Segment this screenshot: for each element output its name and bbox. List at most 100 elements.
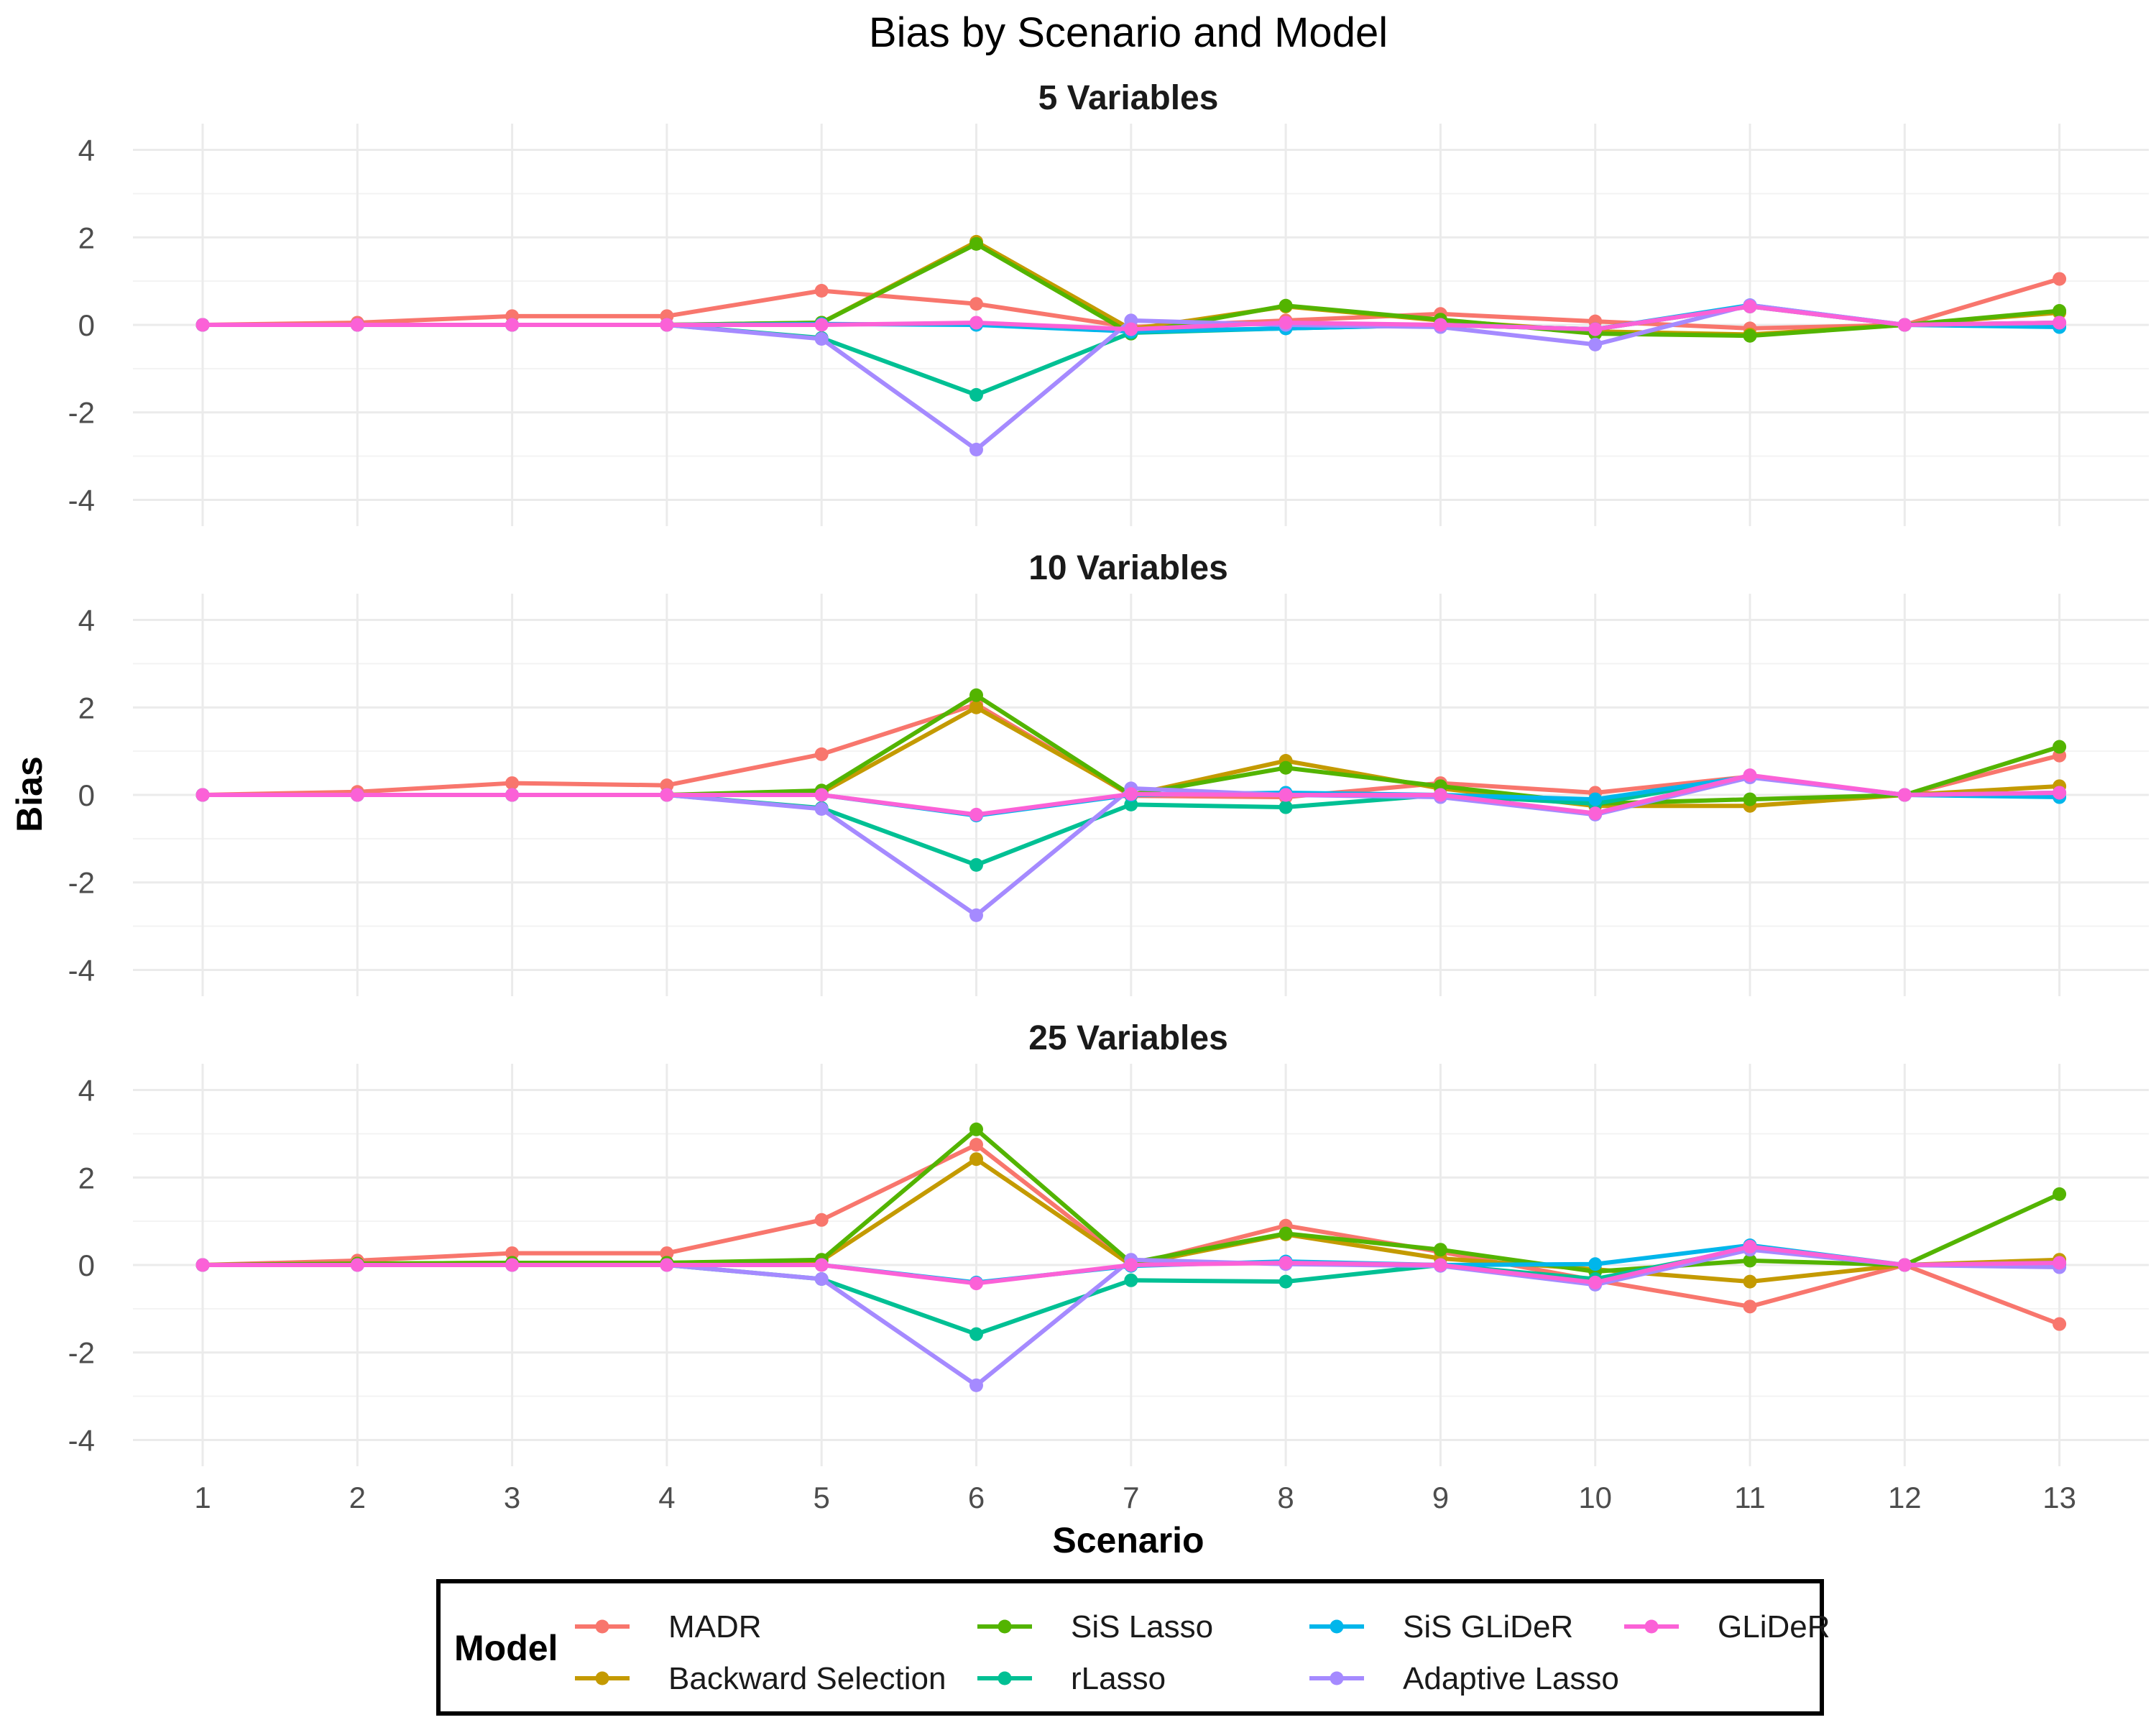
panel-5-variables-series-madr-point [969, 297, 983, 311]
x-tick-label: 10 [1578, 1481, 1612, 1514]
panel-10-variables-series-sis-lasso-point [2053, 740, 2067, 754]
panel-5-variables-series-glider-point [1124, 322, 1138, 336]
panel-5-variables-series-glider-point [1279, 316, 1293, 330]
legend-item-sis-lasso-label: SiS Lasso [1071, 1609, 1213, 1644]
y-axis-title: Bias [9, 756, 50, 832]
legend-item-rlasso-label: rLasso [1071, 1661, 1166, 1696]
panel-5-variables-series-sis-lasso-point [1743, 328, 1757, 343]
legend-item-madr-label: MADR [668, 1609, 762, 1644]
panel-25-variables-y-tick-label: 4 [78, 1074, 95, 1108]
panel-25-variables-y-tick-label: 0 [78, 1248, 95, 1282]
panel-25-variables-series-rlasso-point [1279, 1274, 1293, 1289]
panel-25-variables-series-glider-point [1743, 1239, 1757, 1254]
legend-item-sis-lasso-key-point [998, 1619, 1012, 1634]
panel-25-variables-series-sis-lasso-point [1743, 1254, 1757, 1268]
panel-25-variables-series-rlasso-point [1124, 1273, 1138, 1287]
legend-item-rlasso: rLasso [977, 1661, 1166, 1696]
panel-10-variables-series-sis-lasso-point [969, 688, 983, 702]
panel-5-variables-series-adaptive-lasso-point [969, 442, 983, 456]
panel-25-variables-series-glider-point [1124, 1258, 1138, 1272]
legend-item-glider-key-point [1644, 1619, 1659, 1634]
legend-items: MADR Backward Selection SiS Lasso rLasso SiS… [575, 1609, 1830, 1696]
legend-item-backward-selection-label: Backward Selection [668, 1661, 946, 1696]
legend-item-glider: GLiDeR [1624, 1609, 1830, 1644]
panel-10-variables-series-glider-point [505, 788, 520, 802]
panel-10-variables-series-glider-point [1743, 768, 1757, 783]
legend-item-sis-glider: SiS GLiDeR [1309, 1609, 1573, 1644]
panel-25-variables-y-tick-label: 2 [78, 1161, 95, 1195]
legend: Model MADR Backward Selection SiS Lasso rLa… [436, 1579, 1830, 1716]
panel-5-variables-series-glider-point [1743, 299, 1757, 313]
panel-25-variables-series-adaptive-lasso-point [814, 1271, 829, 1286]
panel-5-variables-y-tick-label: 4 [78, 134, 95, 167]
panel-10-variables-series-glider-point [2053, 786, 2067, 800]
panel-5-variables-series-madr-point [2053, 272, 2067, 286]
panel-25-variables-series-madr-point [505, 1246, 520, 1261]
legend-item-glider-label: GLiDeR [1718, 1609, 1830, 1644]
x-tick-label: 4 [658, 1481, 675, 1514]
panel-5-variables-series-sis-lasso-point [2053, 304, 2067, 318]
legend-item-backward-selection: Backward Selection [575, 1661, 946, 1696]
panel-25-variables-series-glider-point [195, 1258, 210, 1272]
panel-5-variables-series-glider-point [195, 318, 210, 332]
panel-25-variables-series-adaptive-lasso-point [969, 1378, 983, 1392]
panel-5-variables-series-glider-point [1588, 322, 1603, 336]
legend-item-adaptive-lasso: Adaptive Lasso [1309, 1661, 1619, 1696]
panel-25-variables-series-madr-point [2053, 1317, 2067, 1331]
panel-10-variables-series-rlasso-point [1124, 797, 1138, 811]
x-tick-label: 6 [968, 1481, 985, 1514]
legend-box [436, 1579, 1824, 1716]
panel-10-variables-y-tick-label: 4 [78, 604, 95, 638]
panel-10-variables-series-adaptive-lasso-point [814, 801, 829, 816]
x-tick-label: 12 [1888, 1481, 1922, 1514]
panel-5-variables-series-glider-point [660, 318, 674, 332]
panel-10-variables-series-sis-lasso-point [1279, 760, 1293, 775]
panel-25-variables-series-glider-point [1279, 1256, 1293, 1270]
panel-25-variables-series-sis-lasso-point [1433, 1243, 1447, 1257]
panel-25-variables-series-glider-point [505, 1258, 520, 1272]
panel-5-variables-series-glider-point [1897, 318, 1912, 332]
panel-10-variables-series-rlasso-point [969, 857, 983, 872]
legend-title: Model [454, 1628, 558, 1668]
legend-item-backward-selection-key-point [595, 1671, 609, 1685]
panel-25-variables-series-sis-lasso-point [2053, 1187, 2067, 1201]
legend-item-sis-glider-key-point [1330, 1619, 1344, 1634]
panel-25-variables-series-glider-point [1588, 1275, 1603, 1289]
x-tick-label: 2 [349, 1481, 366, 1514]
panel-5-variables-series-glider-point [2053, 316, 2067, 330]
x-tick-label: 3 [504, 1481, 520, 1514]
panel-25-variables-y-tick-label: -4 [68, 1423, 95, 1457]
legend-item-rlasso-key-point [998, 1671, 1012, 1685]
panel-25-variables-series-sis-lasso-point [969, 1122, 983, 1136]
panel-10-variables-series-sis-glider-point [1588, 792, 1603, 806]
panel-10-variables-series-glider-point [1897, 788, 1912, 802]
panel-10-variables-series-glider-point [1124, 787, 1138, 801]
x-tick-label: 7 [1123, 1481, 1139, 1514]
legend-item-sis-glider-label: SiS GLiDeR [1403, 1609, 1573, 1644]
legend-item-adaptive-lasso-label: Adaptive Lasso [1403, 1661, 1619, 1696]
panel-25-variables-series-sis-lasso-point [1279, 1226, 1293, 1241]
panel-5-variables-series-glider-point [969, 316, 983, 330]
panel-5-variables-series-glider-point [505, 318, 520, 332]
panel-5-variables-series-glider-point [350, 318, 364, 332]
panel-25-variables-y-tick-label: -2 [68, 1336, 95, 1370]
panel-5-variables-series-glider-point [814, 318, 829, 332]
panel-10-variables-y-tick-label: -4 [68, 953, 95, 987]
panel-25-variables-series-glider-point [969, 1276, 983, 1291]
panel-25-variables-series-madr-point [1743, 1300, 1757, 1314]
panel-25-variables-series-sis-glider-point [1588, 1257, 1603, 1271]
panel-5-variables-y-tick-label: 2 [78, 221, 95, 254]
panel-10-variables: 10 Variables -4 -2 0 2 4 [68, 549, 2149, 996]
panel-10-variables-series-glider-point [969, 807, 983, 822]
panel-5-variables-series-sis-lasso-point [969, 236, 983, 251]
panel-5-variables-series-adaptive-lasso-point [1588, 337, 1603, 351]
x-tick-label: 1 [194, 1481, 211, 1514]
panel-25-variables-series-madr-point [969, 1138, 983, 1152]
panel-25-variables-series-glider-point [814, 1258, 829, 1272]
panel-25-variables-series-glider-point [660, 1258, 674, 1272]
panel-10-variables-series-glider-point [1588, 806, 1603, 821]
panel-10-variables-series-sis-lasso-point [1743, 792, 1757, 806]
panel-10-variables-series-madr-point [660, 778, 674, 793]
panel-25-variables-series-glider-point [1433, 1258, 1447, 1272]
